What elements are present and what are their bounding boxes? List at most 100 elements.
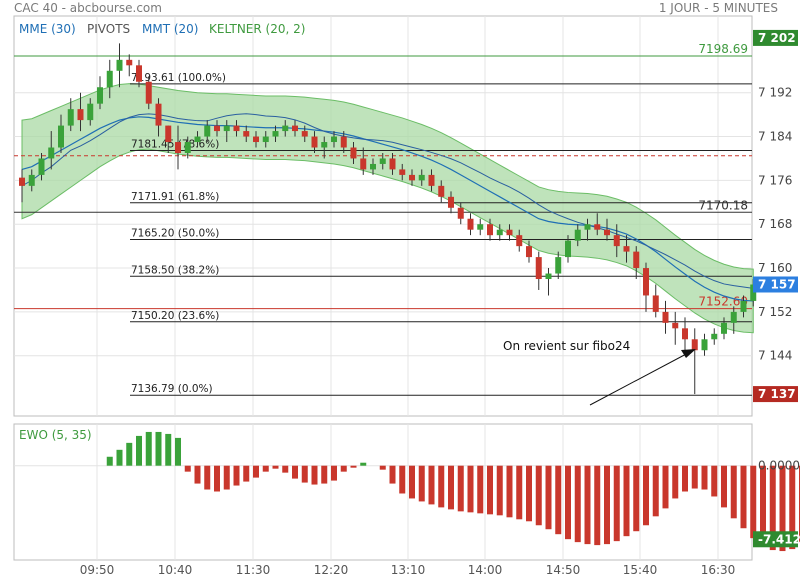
legend-mme[interactable]: MME (30) [19, 22, 76, 36]
candle[interactable] [652, 284, 659, 318]
candle[interactable] [633, 246, 640, 280]
candle[interactable] [243, 125, 250, 143]
candle[interactable] [97, 76, 103, 110]
candle[interactable] [214, 120, 220, 137]
candle[interactable] [701, 333, 708, 356]
candle[interactable] [574, 224, 581, 247]
candle[interactable] [370, 158, 376, 175]
candle[interactable] [253, 131, 259, 148]
candle[interactable] [730, 306, 737, 334]
candle[interactable] [360, 147, 367, 175]
candle-body [292, 125, 298, 132]
candle[interactable] [87, 98, 94, 126]
candle[interactable] [682, 317, 688, 351]
candle[interactable] [389, 152, 396, 175]
x-tick-label: 11:30 [236, 563, 271, 577]
candle[interactable] [418, 169, 425, 186]
candle[interactable] [487, 218, 493, 241]
candle[interactable] [545, 268, 552, 296]
candle[interactable] [145, 76, 152, 110]
candle[interactable] [223, 120, 230, 143]
ewo-bar [779, 465, 786, 552]
ewo-bar [204, 465, 211, 490]
candle[interactable] [691, 328, 698, 395]
candle[interactable] [48, 131, 55, 170]
candle-body [262, 136, 269, 143]
fibo-label: 7136.79 (0.0%) [131, 383, 213, 395]
candle[interactable] [584, 218, 591, 241]
candle[interactable] [38, 152, 45, 181]
candle[interactable] [721, 317, 727, 340]
candle[interactable] [19, 169, 25, 203]
candle[interactable] [438, 180, 445, 203]
candle[interactable] [106, 59, 113, 99]
candle[interactable] [623, 235, 630, 263]
candle[interactable] [233, 120, 240, 137]
candle[interactable] [58, 114, 64, 153]
candle-body [496, 229, 503, 236]
candle[interactable] [77, 92, 84, 132]
candle[interactable] [126, 54, 133, 77]
legend-pivots[interactable]: PIVOTS [87, 22, 130, 36]
candle[interactable] [282, 120, 289, 137]
candle[interactable] [340, 131, 347, 153]
candle[interactable] [175, 125, 181, 170]
candle-body [506, 229, 513, 236]
candle[interactable] [155, 98, 162, 137]
legend-ewo[interactable]: EWO (5, 35) [19, 428, 92, 442]
timeframe-label: 1 JOUR - 5 MINUTES [658, 1, 778, 15]
candle[interactable] [526, 240, 532, 263]
candle[interactable] [467, 213, 474, 236]
candle[interactable] [448, 191, 454, 214]
candle[interactable] [292, 120, 298, 137]
indicator-legend: MME (30) PIVOTS MMT (20) KELTNER (20, 2)… [19, 22, 305, 442]
candle[interactable] [409, 169, 415, 186]
candle[interactable] [711, 328, 718, 345]
candle[interactable] [613, 224, 620, 258]
candle[interactable] [496, 224, 503, 241]
ewo-bar [711, 465, 718, 497]
candle[interactable] [740, 295, 747, 318]
candle[interactable] [194, 131, 201, 148]
candle[interactable] [262, 131, 269, 148]
ewo-bar [467, 465, 474, 513]
candle[interactable] [116, 43, 123, 88]
candle[interactable] [506, 224, 513, 241]
candle[interactable] [535, 251, 542, 290]
candle[interactable] [301, 125, 308, 143]
candle[interactable] [399, 163, 406, 181]
candle[interactable] [643, 262, 649, 312]
candle[interactable] [379, 152, 386, 170]
ewo-bar [340, 465, 347, 472]
candle[interactable] [662, 300, 669, 334]
candle[interactable] [428, 169, 435, 192]
candle[interactable] [28, 169, 35, 192]
legend-keltner[interactable]: KELTNER (20, 2) [209, 22, 305, 36]
y-tick-label: 7 184 [758, 130, 792, 144]
candle[interactable] [594, 213, 601, 236]
candle[interactable] [604, 218, 610, 241]
candle-body [28, 174, 35, 186]
candle[interactable] [67, 98, 74, 132]
candle[interactable] [136, 59, 142, 88]
candle[interactable] [311, 131, 318, 153]
candle[interactable] [457, 202, 464, 225]
candle[interactable] [204, 120, 211, 143]
candle[interactable] [331, 131, 337, 148]
candle[interactable] [565, 235, 571, 263]
y-tick-label: 7 152 [758, 305, 792, 319]
candle[interactable] [321, 136, 328, 159]
ewo-bar [292, 465, 298, 479]
candle[interactable] [184, 136, 191, 159]
legend-mmt[interactable]: MMT (20) [142, 22, 198, 36]
candle[interactable] [165, 125, 172, 153]
candle[interactable] [272, 125, 279, 143]
candle[interactable] [516, 229, 523, 252]
candle[interactable] [477, 218, 484, 236]
candle[interactable] [350, 142, 357, 164]
candle[interactable] [672, 311, 679, 345]
candle-body [67, 109, 74, 126]
ewo-bar [526, 465, 532, 522]
candle[interactable] [555, 251, 562, 280]
